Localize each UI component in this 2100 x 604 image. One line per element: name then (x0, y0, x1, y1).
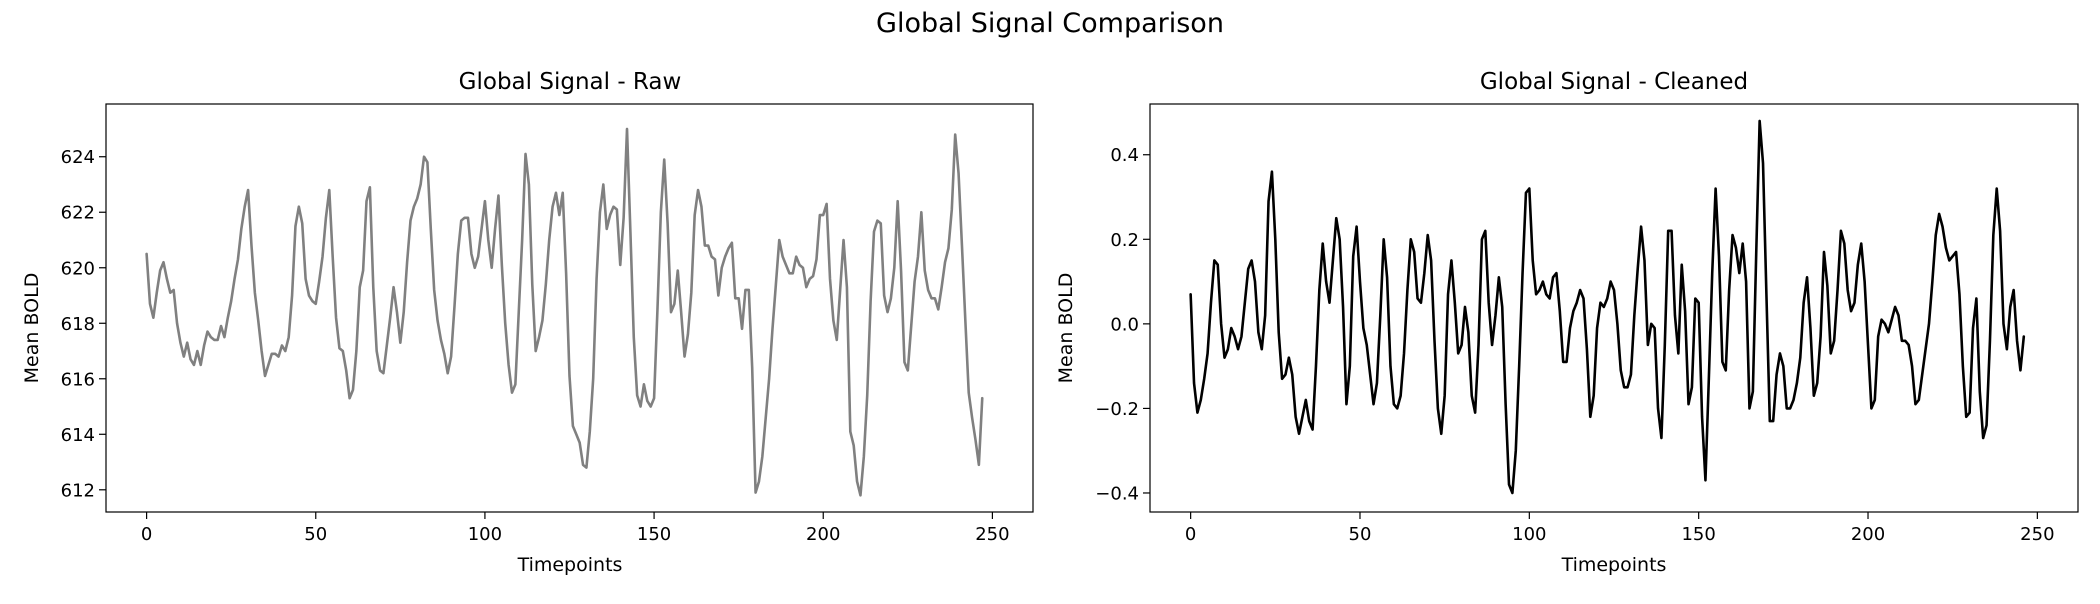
plot-frame (105, 103, 1034, 513)
x-tick-label: 50 (304, 524, 327, 545)
cleaned-signal-chart: Global Signal - Cleaned Timepoints Mean … (1055, 69, 2079, 576)
chart-title: Global Signal - Raw (459, 69, 682, 95)
x-tick-label: 100 (468, 524, 502, 545)
plot-frame (1149, 103, 2079, 513)
x-tick-label: 200 (1851, 524, 1885, 545)
y-tick-label: 0.0 (1110, 314, 1139, 335)
y-tick-label: 0.2 (1110, 230, 1139, 251)
chart-title: Global Signal - Cleaned (1480, 69, 1748, 95)
x-tick-label: 150 (1681, 524, 1715, 545)
x-axis-label: Timepoints (517, 554, 623, 576)
y-tick-label: 612 (61, 480, 95, 501)
y-tick-label: 616 (61, 369, 95, 390)
series-line (145, 127, 984, 497)
x-tick-label: 0 (141, 524, 152, 545)
y-tick-label: −0.2 (1095, 399, 1139, 420)
x-tick-label: 200 (806, 524, 840, 545)
y-tick-label: 0.4 (1110, 145, 1139, 166)
y-tick-label: 622 (61, 203, 95, 224)
y-tick-label: 624 (61, 147, 95, 168)
series-line (1189, 119, 2026, 495)
raw-signal-chart: Global Signal - Raw Timepoints Mean BOLD… (21, 69, 1034, 576)
y-tick-label: −0.4 (1095, 483, 1139, 504)
x-tick-label: 250 (975, 524, 1009, 545)
x-tick-label: 100 (1512, 524, 1546, 545)
y-axis-label: Mean BOLD (21, 273, 43, 384)
figure-suptitle: Global Signal Comparison (876, 8, 1224, 39)
x-tick-label: 150 (637, 524, 671, 545)
x-tick-label: 50 (1349, 524, 1372, 545)
y-tick-label: 618 (61, 314, 95, 335)
x-axis-label: Timepoints (1561, 554, 1667, 576)
y-tick-label: 614 (61, 425, 95, 446)
y-tick-label: 620 (61, 258, 95, 279)
x-tick-label: 0 (1185, 524, 1196, 545)
y-axis-label: Mean BOLD (1055, 273, 1077, 384)
x-tick-label: 250 (2020, 524, 2054, 545)
